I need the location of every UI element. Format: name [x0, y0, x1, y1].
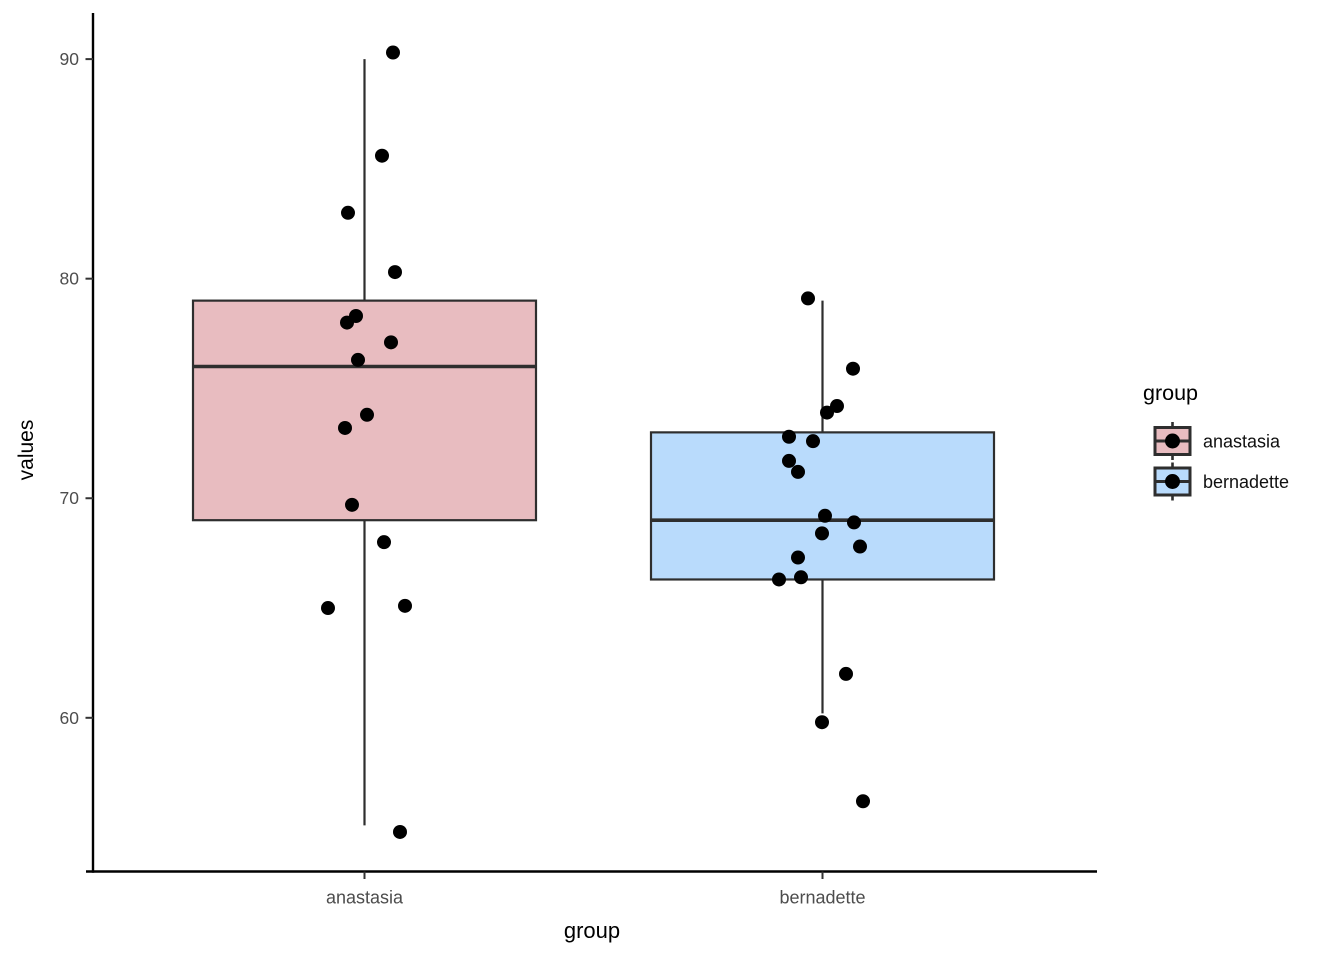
jitter-point [345, 497, 359, 512]
legend: anastasia bernadette [1153, 422, 1289, 501]
bernadette-boxplot-group [649, 291, 996, 809]
jitter-point [388, 265, 402, 280]
legend-key-point [1165, 433, 1180, 449]
anastasia-boxplot-group [191, 45, 538, 839]
bernadette-box [649, 431, 996, 581]
jitter-point [782, 429, 796, 444]
jitter-point [791, 550, 805, 565]
legend-item-anastasia: anastasia [1153, 422, 1281, 460]
jitter-point [341, 205, 355, 220]
jitter-point [846, 361, 860, 376]
jitter-point [801, 291, 815, 306]
jitter-point [815, 526, 829, 541]
jitter-point [375, 148, 389, 163]
jitter-point [830, 399, 844, 414]
x-tick-label: bernadette [779, 888, 865, 908]
jitter-point [791, 464, 805, 479]
jitter-point [806, 434, 820, 449]
legend-item-bernadette: bernadette [1153, 462, 1289, 501]
jitter-point [340, 315, 354, 330]
jitter-point [360, 407, 374, 422]
jitter-point [377, 535, 391, 550]
x-axis-title: group [564, 918, 620, 943]
legend-title: group [1143, 381, 1198, 405]
jitter-point [338, 420, 352, 435]
legend-label: anastasia [1203, 432, 1281, 452]
jitter-point [351, 352, 365, 367]
jitter-point [815, 715, 829, 730]
jitter-point [818, 508, 832, 523]
jitter-point [820, 405, 834, 420]
jitter-point [839, 666, 853, 681]
jitter-point [393, 824, 407, 839]
x-tick-label: anastasia [326, 888, 404, 908]
legend-key-point [1165, 474, 1180, 489]
jitter-point [856, 794, 870, 809]
y-tick-label: 80 [60, 269, 80, 289]
jitter-point [321, 601, 335, 616]
y-tick-label: 60 [60, 708, 80, 728]
legend-label: bernadette [1203, 472, 1289, 492]
y-tick-label: 90 [60, 49, 80, 69]
jitter-point [386, 45, 400, 60]
jitter-point [853, 539, 867, 554]
jitter-point [772, 572, 786, 587]
jitter-point [384, 335, 398, 350]
jitter-point [794, 570, 808, 585]
jitter-point [398, 598, 412, 613]
y-axis-title: values [15, 420, 38, 481]
jitter-point [847, 515, 861, 530]
y-tick-label: 70 [60, 488, 80, 508]
jitter-point [782, 453, 796, 468]
